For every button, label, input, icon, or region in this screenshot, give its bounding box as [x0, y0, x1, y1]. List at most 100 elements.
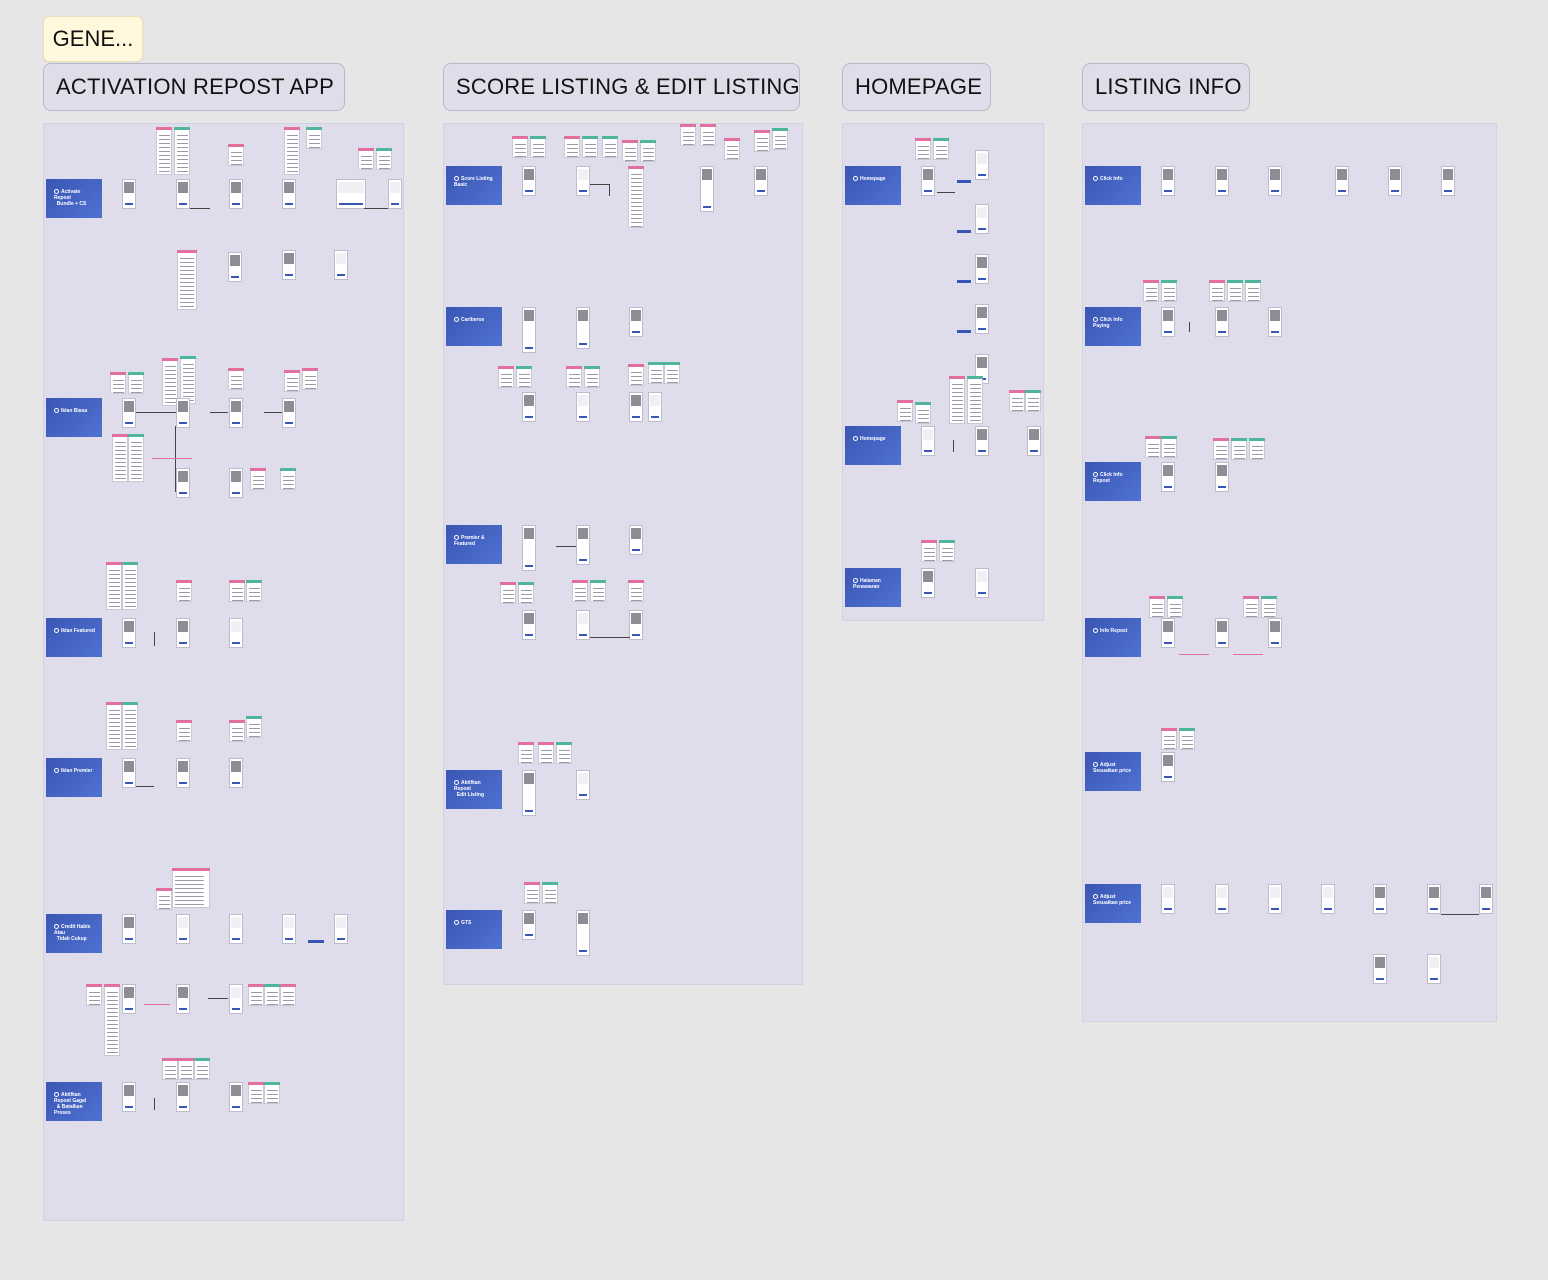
screen-thumbnail[interactable] — [522, 610, 536, 640]
screen-thumbnail[interactable] — [576, 910, 590, 956]
screen-thumbnail[interactable] — [522, 525, 536, 571]
annotation-note[interactable] — [518, 742, 534, 764]
screen-thumbnail[interactable] — [1215, 307, 1229, 337]
annotation-note[interactable] — [1261, 596, 1277, 618]
screen-thumbnail[interactable] — [122, 914, 136, 944]
annotation-note[interactable] — [250, 468, 266, 490]
annotation-note[interactable] — [1213, 438, 1229, 460]
annotation-note[interactable] — [246, 580, 262, 602]
screen-thumbnail[interactable] — [629, 392, 643, 422]
annotation-note[interactable] — [1145, 436, 1161, 458]
annotation-note[interactable] — [1245, 280, 1261, 302]
annotation-note[interactable] — [122, 562, 138, 610]
screen-thumbnail[interactable] — [1215, 618, 1229, 648]
screen-thumbnail[interactable] — [1161, 618, 1175, 648]
annotation-note[interactable] — [939, 540, 955, 562]
screen-thumbnail[interactable] — [1215, 884, 1229, 914]
section-listing-info[interactable]: Click Info Click Info Paying Click Info … — [1082, 123, 1497, 1022]
annotation-note[interactable] — [248, 984, 264, 1006]
annotation-note[interactable] — [566, 366, 582, 388]
screen-thumbnail[interactable] — [122, 398, 136, 428]
screen-thumbnail[interactable] — [921, 166, 935, 196]
annotation-note[interactable] — [500, 582, 516, 604]
screen-thumbnail[interactable] — [522, 307, 536, 353]
screen-thumbnail[interactable] — [229, 468, 243, 498]
screen-thumbnail[interactable] — [229, 179, 243, 209]
annotation-note[interactable] — [176, 580, 192, 602]
annotation-note[interactable] — [1209, 280, 1225, 302]
annotation-note[interactable] — [556, 742, 572, 764]
annotation-note[interactable] — [921, 540, 937, 562]
flow-title-card[interactable]: Credit Habis Atau Tidak Cukup — [46, 914, 102, 953]
screen-thumbnail[interactable] — [176, 398, 190, 428]
flow-title-card[interactable]: Aktifkan Repost Edit Listing — [446, 770, 502, 809]
annotation-note[interactable] — [162, 1058, 178, 1080]
annotation-note[interactable] — [564, 136, 580, 158]
screen-thumbnail[interactable] — [1321, 884, 1335, 914]
annotation-note[interactable] — [640, 140, 656, 162]
section-activation-repost-app[interactable]: Activate Repost Bundle + CS Iklan Biasa … — [43, 123, 404, 1221]
annotation-note[interactable] — [512, 136, 528, 158]
screen-thumbnail[interactable] — [1427, 954, 1441, 984]
annotation-note[interactable] — [724, 138, 740, 160]
flow-title-card[interactable]: Info Repost — [1085, 618, 1141, 657]
flow-title-card[interactable]: Click Info Repost — [1085, 462, 1141, 501]
annotation-note[interactable] — [949, 376, 965, 424]
screen-thumbnail[interactable] — [754, 166, 768, 196]
screen-thumbnail[interactable] — [229, 1082, 243, 1112]
screen-thumbnail[interactable] — [1268, 307, 1282, 337]
screen-thumbnail[interactable] — [522, 392, 536, 422]
screen-thumbnail[interactable] — [388, 179, 402, 209]
screen-thumbnail[interactable] — [282, 914, 296, 944]
screen-thumbnail[interactable] — [522, 910, 536, 940]
annotation-note[interactable] — [280, 468, 296, 490]
annotation-note[interactable] — [106, 562, 122, 610]
screen-thumbnail[interactable] — [1268, 884, 1282, 914]
annotation-note[interactable] — [1179, 728, 1195, 750]
annotation-note[interactable] — [1161, 436, 1177, 458]
screen-thumbnail[interactable] — [282, 250, 296, 280]
screen-thumbnail[interactable] — [176, 468, 190, 498]
screen-thumbnail[interactable] — [629, 307, 643, 337]
screen-thumbnail[interactable] — [1388, 166, 1402, 196]
annotation-note[interactable] — [967, 376, 983, 424]
annotation-note[interactable] — [628, 580, 644, 602]
screen-thumbnail[interactable] — [975, 150, 989, 180]
screen-thumbnail[interactable] — [975, 568, 989, 598]
screen-thumbnail[interactable] — [576, 610, 590, 640]
annotation-note[interactable] — [284, 127, 300, 175]
screen-thumbnail[interactable] — [700, 166, 714, 212]
screen-thumbnail[interactable] — [122, 618, 136, 648]
annotation-note[interactable] — [110, 372, 126, 394]
annotation-note[interactable] — [128, 434, 144, 482]
screen-thumbnail[interactable] — [229, 398, 243, 428]
annotation-note[interactable] — [754, 130, 770, 152]
annotation-note[interactable] — [498, 366, 514, 388]
annotation-note[interactable] — [1161, 280, 1177, 302]
screen-thumbnail[interactable] — [176, 914, 190, 944]
screen-thumbnail[interactable] — [1427, 884, 1441, 914]
annotation-note[interactable] — [518, 582, 534, 604]
flow-title-card[interactable]: Adjust Sesuaikan price — [1085, 884, 1141, 923]
screen-thumbnail[interactable] — [1161, 884, 1175, 914]
annotation-note[interactable] — [358, 148, 374, 170]
flow-title-card[interactable]: Premier & Featured — [446, 525, 502, 564]
screen-thumbnail[interactable] — [576, 392, 590, 422]
annotation-note[interactable] — [280, 984, 296, 1006]
section-label-score-listing[interactable]: SCORE LISTING & EDIT LISTING — [443, 63, 800, 111]
screen-thumbnail[interactable] — [975, 254, 989, 284]
annotation-note[interactable] — [122, 702, 138, 750]
flow-title-card[interactable]: Iklan Biasa — [46, 398, 102, 437]
screen-thumbnail[interactable] — [1335, 166, 1349, 196]
section-label-homepage[interactable]: HOMEPAGE — [842, 63, 991, 111]
annotation-note[interactable] — [1243, 596, 1259, 618]
annotation-note[interactable] — [1231, 438, 1247, 460]
screen-thumbnail[interactable] — [522, 770, 536, 816]
annotation-note[interactable] — [306, 127, 322, 149]
screen-thumbnail[interactable] — [229, 984, 243, 1014]
annotation-note[interactable] — [177, 250, 197, 310]
flow-title-card[interactable]: Adjust Sesuaikan price — [1085, 752, 1141, 791]
screen-thumbnail[interactable] — [1373, 954, 1387, 984]
annotation-note[interactable] — [1227, 280, 1243, 302]
section-score-listing[interactable]: Score Listing Basic Cariberos Premier & … — [443, 123, 803, 985]
